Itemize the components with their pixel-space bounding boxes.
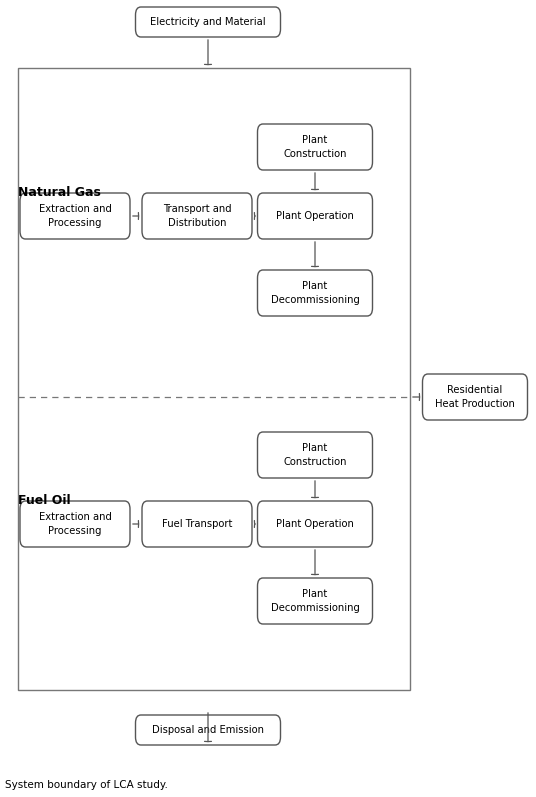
Text: Fuel Oil: Fuel Oil bbox=[18, 494, 71, 507]
Text: Plant
Construction: Plant Construction bbox=[283, 135, 347, 159]
Text: Plant Operation: Plant Operation bbox=[276, 519, 354, 529]
Text: Extraction and
Processing: Extraction and Processing bbox=[39, 204, 111, 228]
Text: Residential
Heat Production: Residential Heat Production bbox=[435, 386, 515, 409]
FancyBboxPatch shape bbox=[20, 193, 130, 239]
Text: Disposal and Emission: Disposal and Emission bbox=[152, 725, 264, 735]
Text: Plant Operation: Plant Operation bbox=[276, 211, 354, 221]
FancyBboxPatch shape bbox=[257, 270, 373, 316]
Text: Fuel Transport: Fuel Transport bbox=[162, 519, 232, 529]
Text: Plant
Decommissioning: Plant Decommissioning bbox=[271, 281, 360, 304]
Bar bbox=[18, 68, 410, 690]
FancyBboxPatch shape bbox=[422, 374, 527, 420]
FancyBboxPatch shape bbox=[136, 715, 280, 745]
FancyBboxPatch shape bbox=[257, 432, 373, 478]
FancyBboxPatch shape bbox=[257, 578, 373, 624]
Text: Plant
Construction: Plant Construction bbox=[283, 443, 347, 466]
FancyBboxPatch shape bbox=[257, 501, 373, 547]
Text: Plant
Decommissioning: Plant Decommissioning bbox=[271, 590, 360, 613]
Text: System boundary of LCA study.: System boundary of LCA study. bbox=[5, 780, 168, 790]
FancyBboxPatch shape bbox=[136, 7, 280, 37]
FancyBboxPatch shape bbox=[257, 124, 373, 170]
FancyBboxPatch shape bbox=[142, 501, 252, 547]
Text: Transport and
Distribution: Transport and Distribution bbox=[163, 204, 232, 228]
FancyBboxPatch shape bbox=[257, 193, 373, 239]
Text: Electricity and Material: Electricity and Material bbox=[150, 17, 266, 27]
Text: Natural Gas: Natural Gas bbox=[18, 186, 101, 199]
FancyBboxPatch shape bbox=[20, 501, 130, 547]
FancyBboxPatch shape bbox=[142, 193, 252, 239]
Text: Extraction and
Processing: Extraction and Processing bbox=[39, 512, 111, 536]
